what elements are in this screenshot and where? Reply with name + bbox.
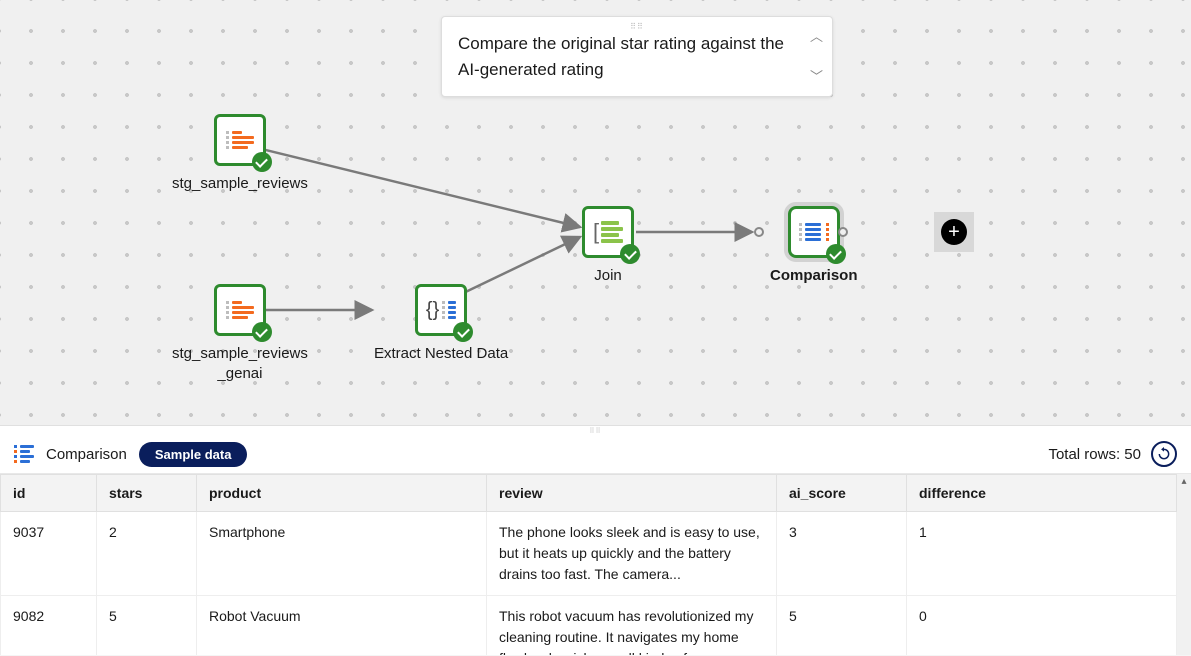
cell-product: Robot Vacuum — [197, 596, 487, 656]
cell-difference: 0 — [907, 596, 1177, 656]
scroll-up-icon[interactable]: ︿ — [810, 27, 824, 47]
node-label: stg_sample_reviews _genai — [172, 344, 308, 383]
results-table: idstarsproductreviewai_scoredifference 9… — [0, 474, 1177, 655]
drag-handle-icon[interactable]: ⠿⠿ — [630, 21, 644, 33]
status-ok-icon — [620, 244, 640, 264]
total-rows-label: Total rows: 50 — [1048, 446, 1141, 463]
table-scrollbar[interactable]: ▴ — [1177, 474, 1191, 655]
table-row[interactable]: 90825Robot VacuumThis robot vacuum has r… — [1, 596, 1177, 656]
comparison-icon — [14, 445, 34, 463]
column-header-ai_score[interactable]: ai_score — [777, 475, 907, 512]
connector-out[interactable] — [838, 227, 848, 237]
comment-text: Compare the original star rating against… — [458, 34, 784, 79]
column-header-id[interactable]: id — [1, 475, 97, 512]
scroll-down-icon[interactable]: ﹀ — [810, 67, 824, 87]
cell-difference: 1 — [907, 512, 1177, 596]
status-ok-icon — [252, 152, 272, 172]
refresh-button[interactable] — [1151, 441, 1177, 467]
cell-review: This robot vacuum has revolutionized my … — [487, 596, 777, 656]
cell-stars: 2 — [97, 512, 197, 596]
cell-review: The phone looks sleek and is easy to use… — [487, 512, 777, 596]
column-header-difference[interactable]: difference — [907, 475, 1177, 512]
column-header-review[interactable]: review — [487, 475, 777, 512]
node-n5[interactable]: Comparison — [770, 206, 858, 286]
results-panel-header: Comparison Sample data Total rows: 50 — [0, 435, 1191, 474]
data-table-container: idstarsproductreviewai_scoredifference 9… — [0, 474, 1191, 655]
column-header-product[interactable]: product — [197, 475, 487, 512]
node-n4[interactable]: [ Join — [582, 206, 634, 286]
cell-id: 9082 — [1, 596, 97, 656]
node-label: Extract Nested Data — [374, 344, 508, 364]
panel-title: Comparison — [46, 446, 127, 463]
scroll-up-icon[interactable]: ▴ — [1181, 474, 1186, 488]
table-header-row: idstarsproductreviewai_scoredifference — [1, 475, 1177, 512]
node-n2[interactable]: stg_sample_reviews _genai — [172, 284, 308, 383]
column-header-stars[interactable]: stars — [97, 475, 197, 512]
cell-ai_score: 3 — [777, 512, 907, 596]
cell-stars: 5 — [97, 596, 197, 656]
plus-icon: + — [941, 219, 967, 245]
node-label: stg_sample_reviews — [172, 174, 308, 194]
workflow-canvas[interactable]: ⠿⠿ Compare the original star rating agai… — [0, 0, 1191, 425]
add-node-button[interactable]: + — [934, 212, 974, 252]
status-ok-icon — [252, 322, 272, 342]
connector-in[interactable] — [754, 227, 764, 237]
node-n3[interactable]: {} Extract Nested Data — [374, 284, 508, 364]
cell-id: 9037 — [1, 512, 97, 596]
node-label: Join — [582, 266, 634, 286]
cell-ai_score: 5 — [777, 596, 907, 656]
refresh-icon — [1157, 447, 1171, 461]
cell-product: Smartphone — [197, 512, 487, 596]
node-n1[interactable]: stg_sample_reviews — [172, 114, 308, 194]
canvas-comment[interactable]: ⠿⠿ Compare the original star rating agai… — [441, 16, 833, 97]
node-label: Comparison — [770, 266, 858, 286]
comment-scrollbar[interactable]: ︿ ﹀ — [810, 27, 824, 86]
status-ok-icon — [826, 244, 846, 264]
panel-resize-handle[interactable]: ⠿⠿ — [0, 425, 1191, 435]
sample-data-button[interactable]: Sample data — [139, 442, 248, 467]
status-ok-icon — [453, 322, 473, 342]
table-body: 90372SmartphoneThe phone looks sleek and… — [1, 512, 1177, 656]
table-row[interactable]: 90372SmartphoneThe phone looks sleek and… — [1, 512, 1177, 596]
